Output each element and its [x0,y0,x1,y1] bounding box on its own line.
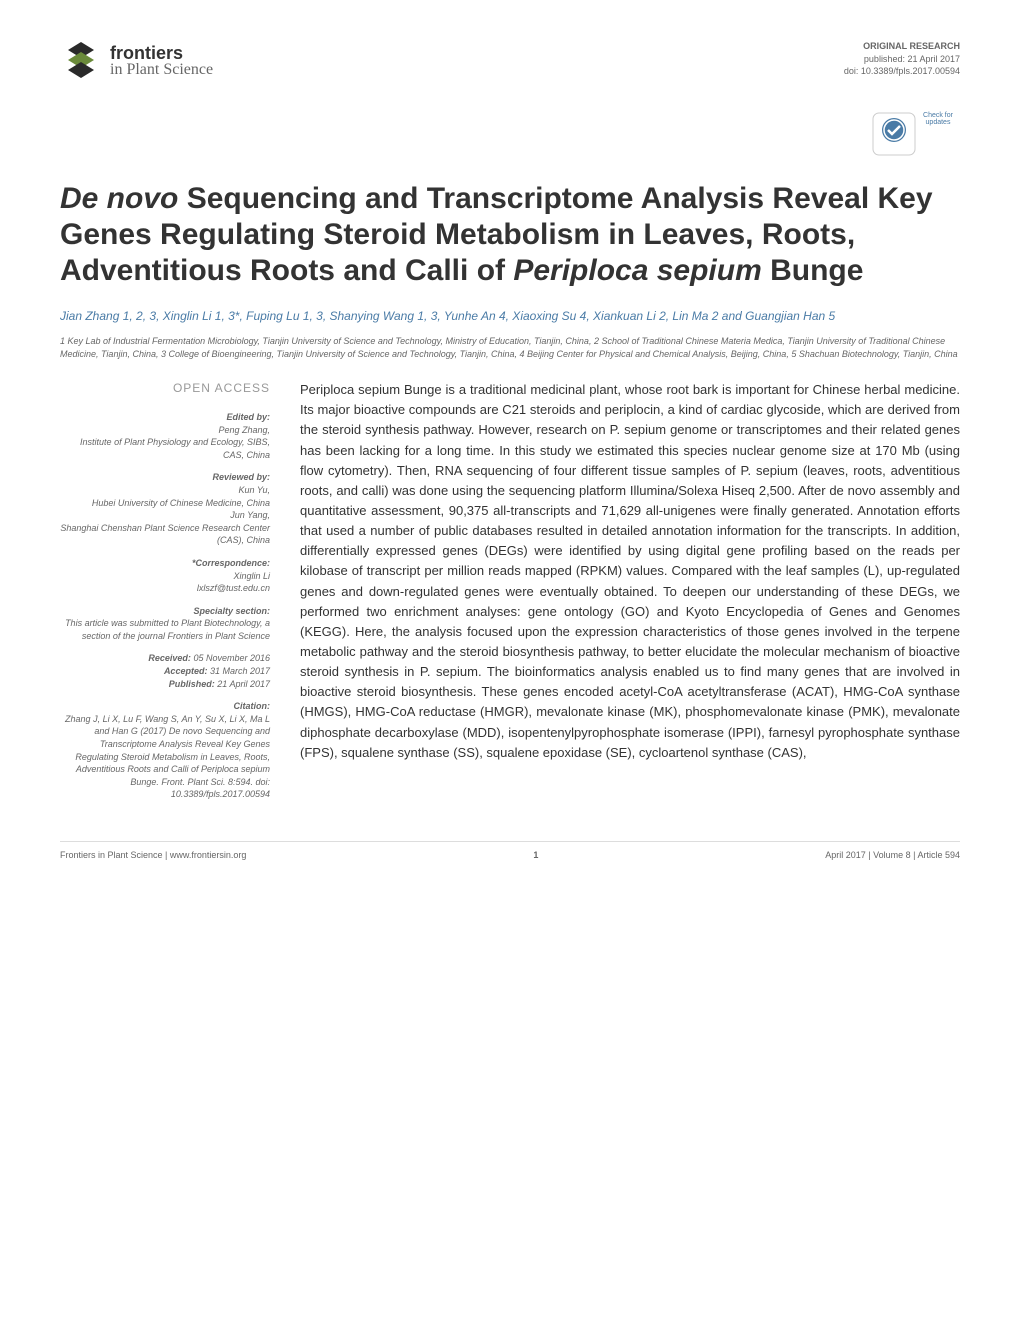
correspondence-name: Xinglin Li [60,570,270,583]
abstract-text: Periploca sepium Bunge is a traditional … [300,380,960,801]
correspondence-email[interactable]: lxlszf@tust.edu.cn [60,582,270,595]
reviewer2-name: Jun Yang, [60,509,270,522]
footer-right: April 2017 | Volume 8 | Article 594 [825,850,960,860]
article-type: ORIGINAL RESEARCH [844,40,960,53]
published-date-sidebar: 21 April 2017 [215,679,270,689]
specialty-label: Specialty section: [60,605,270,618]
content-area: OPEN ACCESS Edited by: Peng Zhang, Insti… [60,380,960,801]
reviewer1-name: Kun Yu, [60,484,270,497]
page-number: 1 [533,850,538,860]
received-line: Received: 05 November 2016 [60,652,270,665]
article-title: De novo Sequencing and Transcriptome Ana… [60,181,960,289]
footer: Frontiers in Plant Science | www.frontie… [60,841,960,860]
published-line: Published: 21 April 2017 [60,678,270,691]
published-label: Published: [169,679,215,689]
logo-area: frontiers in Plant Science [60,40,213,82]
published-date: published: 21 April 2017 [844,53,960,66]
editor-name: Peng Zhang, [60,424,270,437]
citation-text: Zhang J, Li X, Lu F, Wang S, An Y, Su X,… [60,713,270,801]
open-access-label: OPEN ACCESS [60,380,270,397]
reviewed-by-label: Reviewed by: [60,471,270,484]
received-date: 05 November 2016 [191,653,270,663]
header-meta: ORIGINAL RESEARCH published: 21 April 20… [844,40,960,78]
title-italic-2: Periploca sepium [513,254,761,287]
header-bar: frontiers in Plant Science ORIGINAL RESE… [60,40,960,82]
correspondence-label: *Correspondence: [60,557,270,570]
sidebar: OPEN ACCESS Edited by: Peng Zhang, Insti… [60,380,270,801]
reviewer1-affiliation: Hubei University of Chinese Medicine, Ch… [60,497,270,510]
authors-list: Jian Zhang 1, 2, 3, Xinglin Li 1, 3*, Fu… [60,307,960,325]
affiliations-list: 1 Key Lab of Industrial Fermentation Mic… [60,335,960,360]
title-italic-1: De novo [60,182,178,215]
logo-text: frontiers in Plant Science [110,44,213,78]
received-label: Received: [148,653,191,663]
specialty-text: This article was submitted to Plant Biot… [60,617,270,642]
logo-frontiers-label: frontiers [110,44,213,62]
edited-by-label: Edited by: [60,411,270,424]
page: frontiers in Plant Science ORIGINAL RESE… [0,0,1020,890]
editor-affiliation: Institute of Plant Physiology and Ecolog… [60,436,270,461]
accepted-label: Accepted: [164,666,208,676]
crossmark-label: Check for updates [916,112,960,126]
footer-left[interactable]: Frontiers in Plant Science | www.frontie… [60,850,246,860]
doi-link[interactable]: doi: 10.3389/fpls.2017.00594 [844,65,960,78]
logo-journal-label: in Plant Science [110,62,213,78]
accepted-date: 31 March 2017 [207,666,270,676]
frontiers-logo-icon [60,40,102,82]
citation-label: Citation: [60,700,270,713]
title-text-2: Bunge [762,254,864,287]
crossmark-badge[interactable]: Check for updates [60,112,960,161]
accepted-line: Accepted: 31 March 2017 [60,665,270,678]
reviewer2-affiliation: Shanghai Chenshan Plant Science Research… [60,522,270,547]
